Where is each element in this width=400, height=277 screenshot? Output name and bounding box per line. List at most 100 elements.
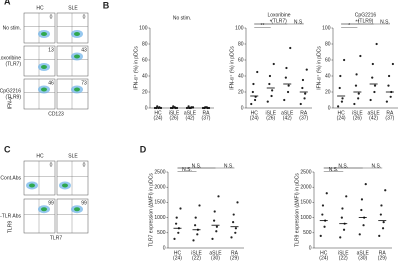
group-label: aSLE — [368, 110, 381, 116]
data-point — [304, 92, 307, 95]
data-point — [236, 201, 239, 204]
data-point — [305, 68, 308, 71]
data-point — [340, 100, 344, 103]
group-count: (26) — [353, 115, 362, 121]
cell-core — [74, 207, 80, 212]
group-count: (37) — [385, 115, 394, 121]
y-tick-label: 0 — [145, 105, 148, 111]
group-label: RA — [386, 110, 394, 116]
data-point — [301, 86, 304, 90]
cell-core — [74, 87, 80, 92]
significance-label: N.S. — [182, 167, 192, 173]
group-label: RA — [379, 250, 387, 256]
panel-label: C — [4, 144, 11, 154]
data-point — [338, 86, 341, 90]
column-header: SLE — [68, 5, 78, 11]
cell-core — [74, 32, 80, 36]
data-point — [371, 76, 374, 79]
significance-label: ** — [261, 23, 265, 29]
y-tick-label: 500 — [303, 230, 312, 236]
y-tick-label: 40 — [238, 73, 244, 79]
column-header: HC — [36, 5, 44, 11]
data-point — [360, 208, 363, 212]
group-label: RA — [231, 250, 239, 256]
data-point — [192, 239, 195, 242]
data-point — [232, 213, 235, 216]
group-count: (24) — [173, 255, 182, 261]
quadrant-percent: 0 — [50, 162, 53, 168]
y-axis-label: TLR7 expression (ΔMFI) in pDCs — [148, 173, 154, 247]
group-label: iSLE — [352, 110, 363, 116]
row-label: (TLR9) — [5, 94, 21, 100]
data-point — [268, 74, 272, 78]
data-point — [364, 183, 367, 186]
y-tick-label: 60 — [142, 57, 148, 63]
quadrant-percent: 73 — [81, 80, 87, 86]
data-point — [339, 236, 342, 239]
data-point — [389, 95, 392, 98]
data-point — [360, 198, 364, 201]
data-point — [250, 102, 253, 106]
significance-label: N.S. — [329, 167, 339, 173]
flow-plot — [56, 45, 89, 77]
data-point — [369, 98, 372, 102]
group-count: (22) — [192, 255, 201, 261]
data-point — [175, 222, 178, 225]
data-point — [230, 236, 233, 239]
row-label: Anti-TLR Abs — [0, 213, 21, 219]
data-point — [198, 204, 201, 207]
significance-label: N.S. — [380, 20, 390, 26]
plot-title: (TLR9) — [358, 18, 374, 24]
y-axis-label: IFN-α⁺ (%) in pDCs — [133, 46, 139, 90]
data-point — [256, 70, 259, 74]
data-point — [270, 94, 273, 98]
panel-label: A — [4, 0, 11, 6]
y-tick-label: 1000 — [154, 215, 165, 221]
plot-title: No stim. — [173, 15, 191, 21]
group-label: HC — [251, 110, 259, 116]
y-tick-label: 60 — [238, 57, 244, 63]
group-label: iSLE — [169, 110, 180, 116]
data-point — [232, 221, 235, 224]
group-count: (30) — [358, 255, 367, 261]
significance-label: N.S. — [224, 164, 234, 170]
data-point — [319, 234, 322, 237]
y-axis-label: IFN-α — [7, 97, 13, 110]
data-point — [341, 97, 344, 100]
data-point — [285, 66, 288, 70]
data-point — [252, 82, 255, 86]
y-tick-label: 100 — [139, 25, 148, 31]
significance-label: N.S. — [192, 164, 202, 170]
plot-title: (TLR7) — [271, 18, 287, 24]
row-label: Loxoribine — [0, 55, 21, 61]
quadrant-percent: 0 — [83, 162, 86, 168]
data-point — [301, 78, 305, 82]
group-count: (22) — [339, 255, 348, 261]
data-point — [325, 192, 328, 195]
data-point — [289, 46, 292, 50]
data-point — [215, 230, 218, 233]
y-tick-label: 80 — [142, 41, 148, 47]
row-label: CpG2216 — [0, 88, 21, 94]
data-point — [359, 54, 362, 58]
data-point — [194, 224, 197, 227]
data-point — [339, 74, 342, 78]
data-point — [387, 74, 391, 78]
data-point — [373, 84, 377, 87]
data-point — [353, 102, 356, 106]
y-tick-label: 20 — [325, 89, 331, 95]
group-count: (42) — [186, 115, 195, 121]
data-point — [340, 216, 343, 219]
data-point — [379, 213, 382, 216]
data-point — [287, 84, 290, 87]
data-point — [343, 58, 346, 62]
quadrant-percent: 43 — [81, 47, 87, 53]
y-tick-label: 0 — [328, 105, 331, 111]
data-point — [215, 225, 218, 228]
y-tick-label: 0 — [241, 105, 244, 111]
data-point — [272, 62, 275, 66]
group-count: (42) — [283, 115, 292, 121]
data-point — [381, 227, 385, 230]
cell-core — [62, 183, 68, 188]
group-label: RA — [203, 110, 211, 116]
